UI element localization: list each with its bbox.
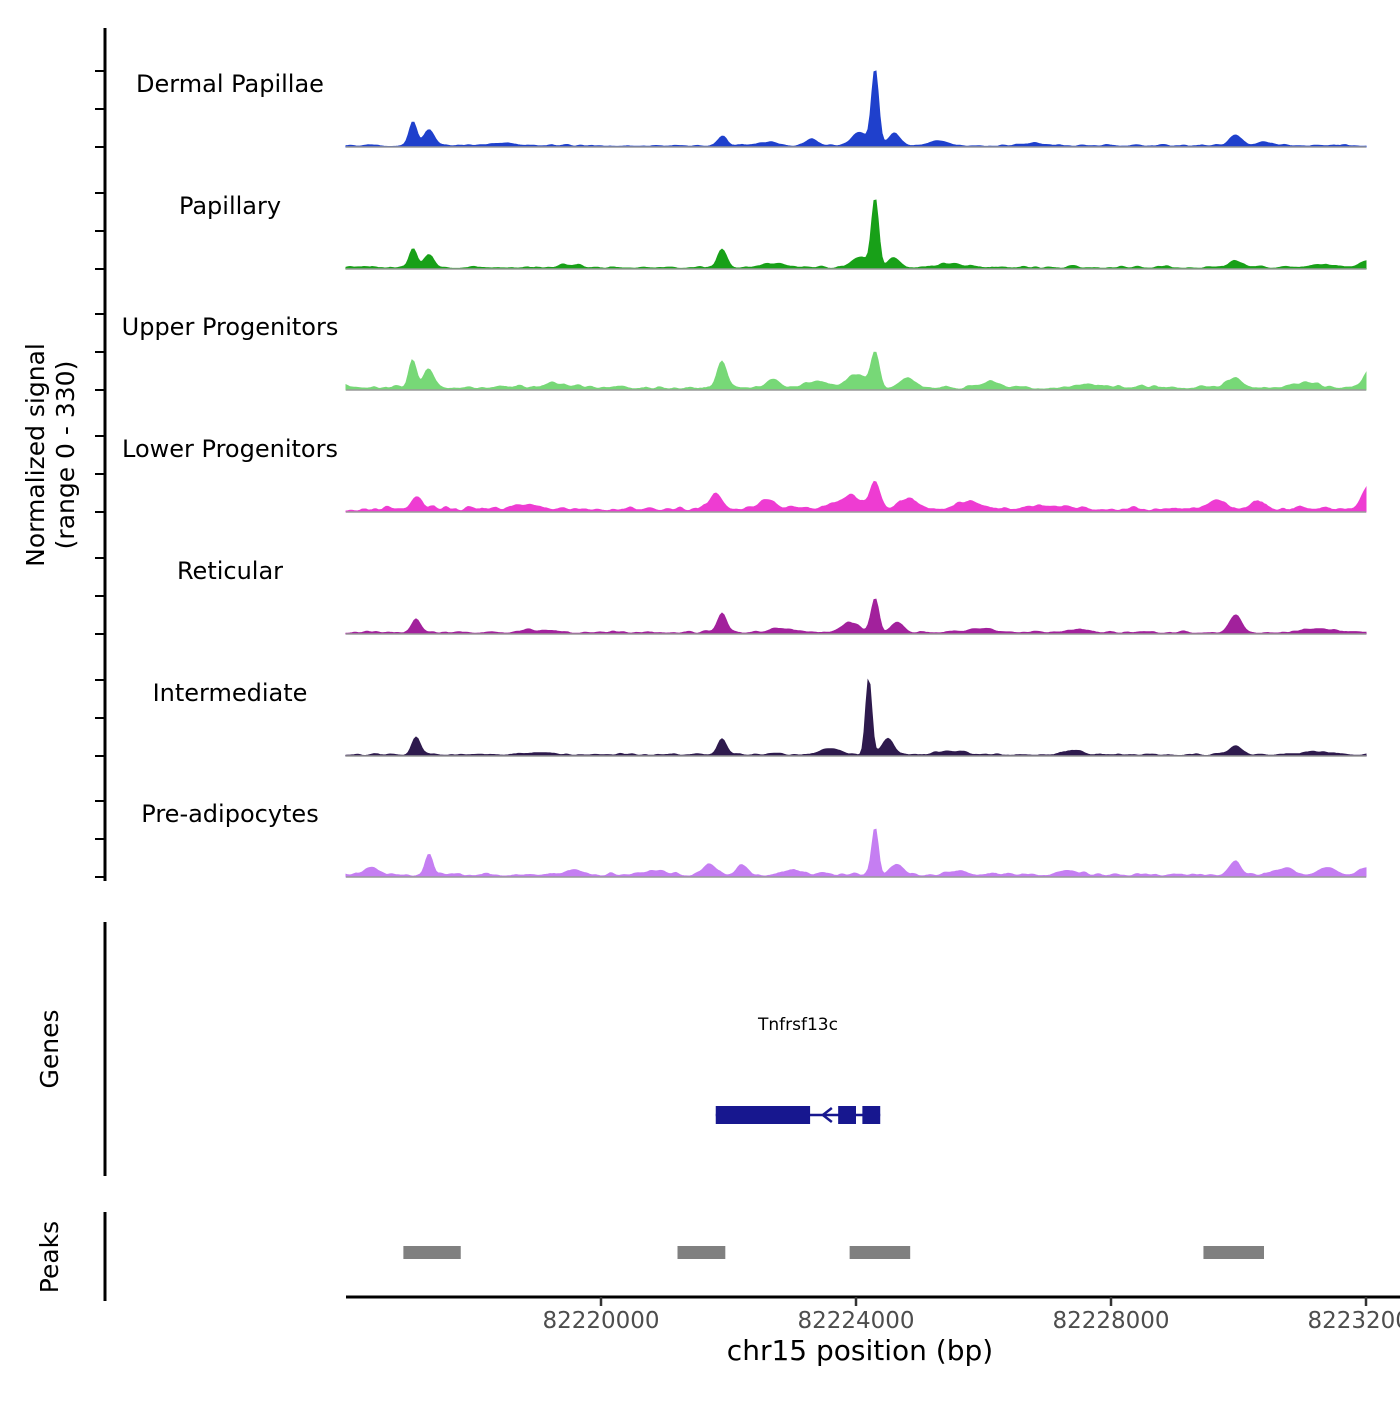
track-area-intermediate [345,678,1367,757]
gene-model-tnfrsf13c: Tnfrsf13c [715,1015,881,1124]
track-area-lower-progenitors [345,480,1367,513]
x-axis-title: chr15 position (bp) [727,1334,993,1367]
track-label-pre-adipocytes: Pre-adipocytes [141,800,318,828]
track-area-reticular [345,598,1367,635]
peaks-section-label: Peaks [35,1221,64,1293]
gene-strand-arrow [820,1107,833,1123]
signal-track-lower-progenitors: Lower Progenitors [122,435,1367,513]
peak-region [677,1246,726,1259]
x-axis-ticks-group: 82220000 82224000 82228000 82232000 [542,1297,1400,1334]
track-area-papillary [345,199,1367,270]
gene-track-group: Tnfrsf13c [715,1015,881,1124]
genes-section-label: Genes [35,1009,64,1088]
track-label-upper-progenitors: Upper Progenitors [122,313,339,341]
track-area-upper-progenitors [345,351,1367,391]
track-label-reticular: Reticular [177,557,283,585]
gene-exon [862,1106,881,1124]
track-label-dermal-papillae: Dermal Papillae [136,70,324,98]
track-label-lower-progenitors: Lower Progenitors [122,435,338,463]
peak-region [849,1246,911,1259]
track-label-intermediate: Intermediate [153,679,308,707]
track-area-pre-adipocytes [345,828,1367,878]
track-area-dermal-papillae [345,70,1367,148]
x-tick-label: 82220000 [542,1308,659,1334]
signal-track-papillary: Papillary [179,192,1367,270]
signal-track-upper-progenitors: Upper Progenitors [122,313,1367,391]
gene-name-label: Tnfrsf13c [757,1015,838,1035]
peak-region [1203,1246,1264,1259]
gene-exon [838,1106,856,1124]
signal-track-reticular: Reticular [177,557,1367,635]
y-axis-label-line2: (range 0 - 330) [51,361,80,550]
signal-track-intermediate: Intermediate [153,678,1367,757]
signal-track-dermal-papillae: Dermal Papillae [136,70,1367,148]
y-axis-label-line1: Normalized signal [21,343,50,567]
signal-axis-ticks [95,70,105,878]
peak-region [403,1246,461,1259]
signal-tracks-group: Dermal Papillae Papillary Upper Progenitor… [122,70,1367,878]
x-tick-label: 82232000 [1307,1308,1400,1334]
track-label-papillary: Papillary [179,192,281,220]
x-tick-label: 82228000 [1052,1308,1169,1334]
gene-exon [715,1106,811,1124]
signal-track-pre-adipocytes: Pre-adipocytes [141,800,1367,878]
x-tick-label: 82224000 [797,1308,914,1334]
peaks-track-group [403,1246,1264,1259]
